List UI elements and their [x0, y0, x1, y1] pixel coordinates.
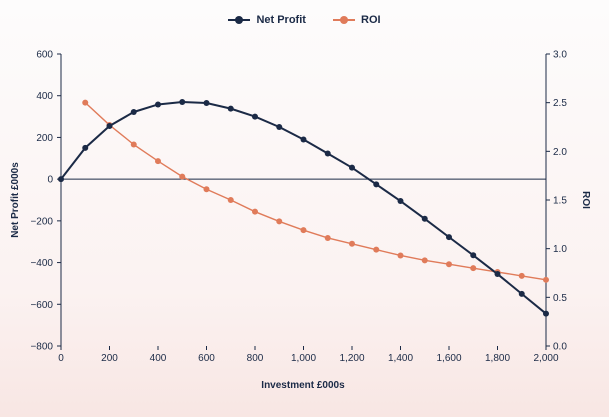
roi-point — [203, 186, 210, 193]
x-tick-label: 1,200 — [339, 353, 364, 364]
y2-tick-label: 0.0 — [553, 342, 567, 353]
roi-point — [470, 265, 477, 272]
roi-point — [397, 252, 404, 259]
x-tick-label: 600 — [198, 353, 215, 364]
legend-label-net-profit: Net Profit — [256, 14, 306, 26]
net-profit-point — [373, 181, 380, 188]
x-tick-label: 1,400 — [388, 353, 413, 364]
net-profit-line — [60, 100, 547, 315]
net-profit-point — [494, 271, 501, 278]
chart-series — [58, 98, 549, 317]
net-profit-point — [397, 198, 404, 205]
roi-point — [324, 234, 331, 241]
roi-point — [252, 208, 258, 215]
y-tick-label: −600 — [30, 300, 53, 311]
x-tick-label: 1,000 — [291, 353, 316, 364]
roi-point — [82, 99, 89, 106]
net-profit-point — [252, 113, 258, 120]
roi-point — [373, 246, 380, 253]
x-tick-label: 2,000 — [533, 353, 558, 364]
roi-point — [349, 240, 355, 247]
y2-tick-label: 0.5 — [553, 293, 567, 304]
net-profit-point — [276, 124, 283, 130]
y-tick-label: −200 — [30, 216, 53, 227]
x-tick-label: 1,800 — [485, 353, 510, 364]
net-profit-point — [300, 136, 307, 143]
x-tick-label: 800 — [247, 353, 264, 364]
legend-label-roi: ROI — [361, 14, 381, 26]
x-axis-title: Investment £000s — [261, 380, 345, 391]
y2-tick-label: 2.5 — [553, 98, 567, 109]
y-tick-label: 0 — [47, 175, 53, 186]
y-tick-label: 600 — [36, 50, 53, 61]
net-profit-point — [82, 144, 89, 151]
net-profit-point — [518, 290, 525, 297]
y-axis-title: Net Profit £000s — [10, 162, 21, 238]
roi-point — [518, 272, 525, 279]
x-tick-label: 400 — [150, 353, 167, 364]
y2-tick-label: 1.0 — [553, 244, 567, 255]
roi-swatch-icon — [333, 16, 355, 24]
y-tick-label: 400 — [36, 91, 53, 102]
net-profit-point — [543, 310, 549, 317]
chart-axes: 0 200 400 600 800 1,000 1,200 1,400 1,600 1,800 2,… — [30, 50, 567, 365]
legend: Net Profit ROI — [0, 12, 609, 26]
roi-point — [543, 276, 549, 283]
x-tick-label: 200 — [101, 353, 118, 364]
y-tick-label: 200 — [36, 133, 53, 144]
y2-tick-label: 3.0 — [553, 50, 567, 61]
roi-point — [300, 227, 307, 234]
y2-tick-label: 2.0 — [553, 147, 567, 158]
roi-point — [179, 173, 186, 180]
roi-point — [155, 158, 161, 165]
y-tick-label: −800 — [30, 342, 53, 353]
net-profit-swatch-icon — [228, 16, 251, 24]
net-profit-point — [155, 101, 161, 108]
y2-tick-label: 1.5 — [553, 196, 567, 207]
y2-axis-title: ROI — [580, 191, 591, 209]
roi-point — [130, 141, 137, 148]
net-profit-point — [203, 100, 210, 107]
roi-line — [84, 102, 547, 281]
net-profit-point — [446, 234, 452, 241]
roi-point — [421, 257, 428, 264]
legend-item-net-profit[interactable]: Net Profit — [228, 14, 306, 26]
x-tick-label: 0 — [58, 353, 64, 364]
net-profit-point — [106, 122, 113, 129]
net-profit-point — [349, 164, 355, 171]
legend-item-roi[interactable]: ROI — [333, 14, 381, 26]
net-profit-point — [179, 98, 186, 105]
y-tick-label: −400 — [30, 258, 53, 269]
net-profit-point — [421, 215, 428, 222]
net-profit-point — [470, 252, 477, 259]
x-tick-label: 1,600 — [436, 353, 461, 364]
roi-point — [446, 261, 452, 268]
net-profit-point — [58, 176, 64, 183]
net-profit-point — [130, 108, 137, 115]
net-profit-point — [227, 105, 234, 112]
roi-point — [227, 197, 234, 203]
net-profit-point — [324, 150, 331, 157]
roi-point — [276, 218, 283, 225]
